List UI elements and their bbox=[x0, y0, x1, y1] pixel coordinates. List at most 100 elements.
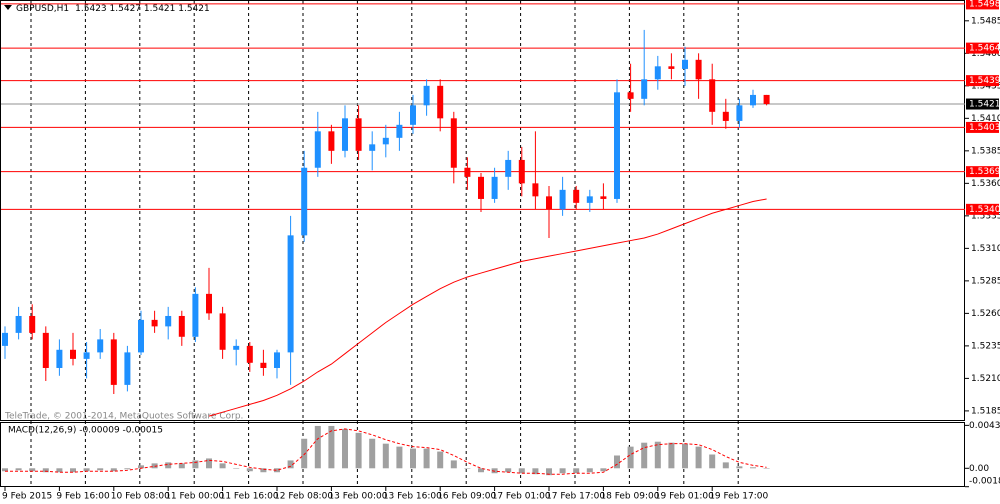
x-tick-label: 17 Feb 17:00 bbox=[546, 492, 605, 502]
candle-body bbox=[668, 66, 675, 69]
candle-body bbox=[178, 315, 185, 337]
x-tick-label: 9 Feb 2015 bbox=[2, 492, 52, 502]
macd-bar bbox=[722, 462, 729, 469]
macd-bar bbox=[450, 460, 457, 469]
candle-body bbox=[654, 66, 661, 80]
candle-body bbox=[70, 349, 76, 359]
chart-title: GBPUSD,H1 1.5423 1.5427 1.5421 1.5421 bbox=[16, 4, 210, 14]
candle-body bbox=[246, 345, 253, 363]
y-tick-label: 0.00 bbox=[969, 464, 989, 474]
ohlc: 1.5423 1.5427 1.5421 1.5421 bbox=[75, 4, 210, 14]
macd-bar bbox=[654, 441, 661, 469]
macd-bar bbox=[559, 468, 566, 474]
candle-body bbox=[15, 315, 22, 333]
candle-body bbox=[546, 196, 552, 210]
macd-bar bbox=[110, 468, 117, 472]
y-tick-label: 1.5185 bbox=[971, 406, 1000, 416]
level-label-box bbox=[966, 42, 999, 54]
candle-body bbox=[437, 85, 444, 119]
x-tick-label: 11 Feb 16:00 bbox=[220, 492, 279, 502]
macd-bar bbox=[328, 425, 335, 469]
macd-bar bbox=[709, 454, 716, 469]
candle-body bbox=[559, 189, 566, 210]
level-label: 1.5439 bbox=[969, 76, 1000, 86]
candle-body bbox=[328, 131, 335, 151]
macd-bar bbox=[396, 446, 403, 469]
macd-title: MACD(12,26,9) -0.00009 -0.00015 bbox=[8, 426, 163, 436]
macd-bar bbox=[695, 446, 702, 469]
y-tick-label: 1.5410 bbox=[971, 114, 1000, 124]
macd-bar bbox=[260, 468, 267, 473]
x-tick-label: 12 Feb 08:00 bbox=[274, 492, 333, 502]
level-label: 1.5498 bbox=[969, 0, 1000, 9]
x-tick-label: 11 Feb 00:00 bbox=[165, 492, 224, 502]
candle-body bbox=[301, 167, 308, 236]
macd-bar bbox=[382, 443, 389, 469]
macd-bar bbox=[165, 462, 172, 469]
candle-body bbox=[491, 176, 498, 199]
candle-body bbox=[165, 315, 172, 327]
y-tick-label: 1.5210 bbox=[971, 374, 1000, 384]
macd-bar bbox=[641, 442, 648, 469]
candle-body bbox=[736, 105, 743, 121]
macd-bar bbox=[314, 425, 321, 469]
candle-body bbox=[287, 235, 294, 353]
x-tick-label: 19 Feb 01:00 bbox=[655, 492, 714, 502]
candle-body bbox=[42, 332, 49, 368]
candle-body bbox=[2, 332, 8, 346]
macd-bar bbox=[423, 448, 430, 469]
candle-body bbox=[233, 345, 240, 350]
macd-bar bbox=[2, 468, 8, 472]
candle-body bbox=[478, 176, 484, 199]
macd-bar bbox=[219, 463, 226, 469]
level-label-box bbox=[966, 203, 999, 215]
macd-panel bbox=[0, 422, 965, 487]
macd-bar bbox=[355, 432, 362, 469]
x-tick-label: 10 Feb 08:00 bbox=[111, 492, 170, 502]
macd-bar bbox=[750, 467, 756, 469]
current-price-box bbox=[966, 98, 999, 110]
macd-bar bbox=[518, 468, 525, 474]
candle-body bbox=[396, 124, 403, 138]
candle-body bbox=[355, 118, 362, 151]
y-tick-label: 1.5335 bbox=[971, 211, 1000, 221]
candle-body bbox=[260, 362, 267, 368]
macd-bar bbox=[233, 468, 240, 469]
y-tick-label: 1.5360 bbox=[971, 179, 1000, 189]
menu-arrow[interactable] bbox=[4, 5, 12, 10]
macd-bar bbox=[342, 428, 348, 469]
level-label-box bbox=[966, 0, 999, 10]
y-tick-label: -0.00187 bbox=[969, 477, 1000, 487]
x-tick-label: 17 Feb 01:00 bbox=[492, 492, 551, 502]
macd-bar bbox=[70, 468, 76, 473]
candle-body bbox=[29, 315, 36, 333]
macd-bar bbox=[97, 468, 104, 471]
candle-body bbox=[750, 94, 756, 106]
candle-body bbox=[192, 293, 199, 337]
candle-body bbox=[314, 131, 321, 168]
x-tick-label: 19 Feb 17:00 bbox=[709, 492, 768, 502]
candle-body bbox=[138, 319, 144, 353]
macd-bar bbox=[178, 463, 185, 469]
macd-bar bbox=[464, 468, 471, 469]
macd-bar bbox=[124, 468, 131, 470]
candle-body bbox=[682, 59, 688, 69]
current-price-label: 1.5421 bbox=[969, 100, 1000, 110]
macd-bar bbox=[614, 455, 620, 469]
signal-line bbox=[5, 428, 767, 475]
candle-body bbox=[464, 167, 471, 177]
candle-body bbox=[505, 159, 512, 177]
candle-body bbox=[641, 79, 648, 99]
macd-bar bbox=[410, 448, 416, 469]
candle-body bbox=[627, 92, 634, 99]
candle-body bbox=[206, 293, 212, 314]
candle-body bbox=[369, 144, 376, 151]
macd-bar bbox=[42, 468, 49, 473]
macd-bar bbox=[274, 468, 280, 473]
macd-bar bbox=[532, 468, 539, 475]
candle-body bbox=[423, 85, 430, 106]
macd-bar bbox=[206, 458, 212, 469]
candle-body bbox=[573, 189, 580, 203]
candle-body bbox=[695, 59, 702, 80]
